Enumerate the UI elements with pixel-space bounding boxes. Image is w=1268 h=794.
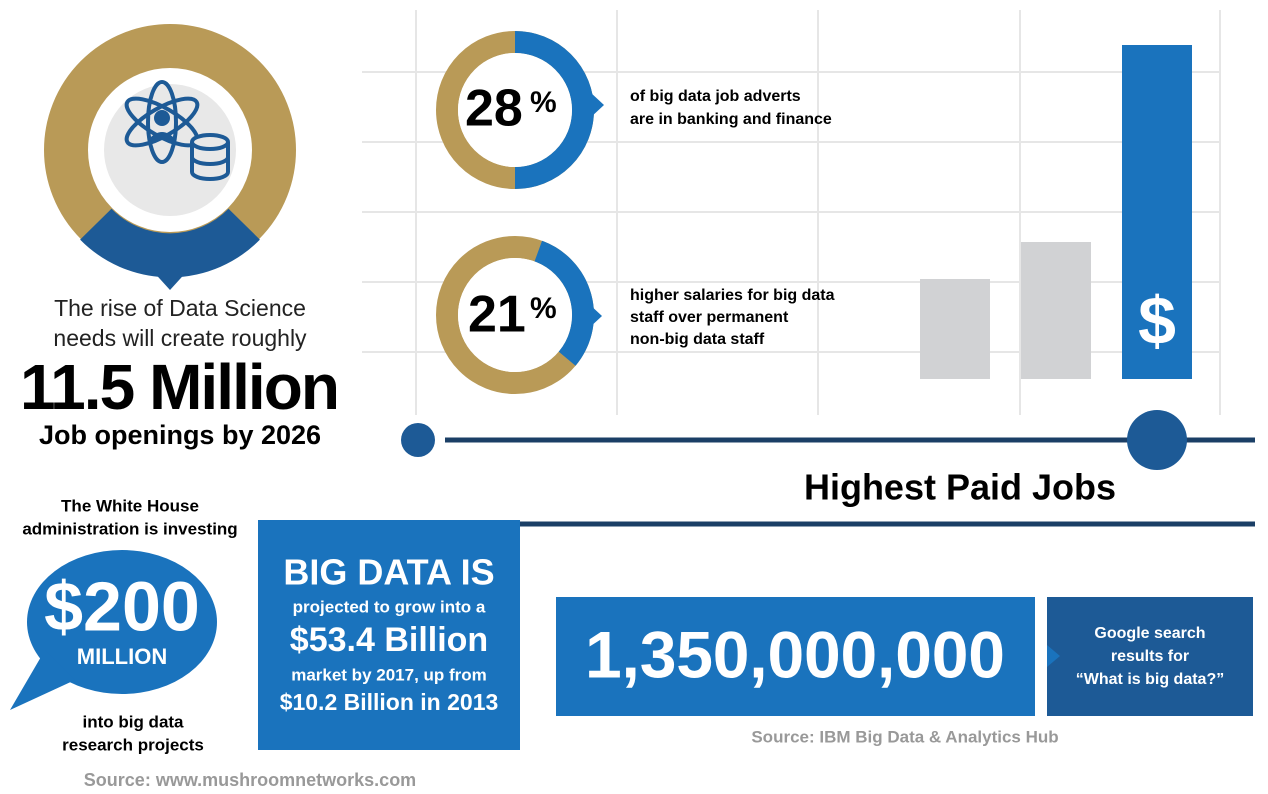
google-box <box>556 597 1035 716</box>
left-line: needs will create roughly <box>53 325 307 351</box>
stat-unit: % <box>530 292 557 325</box>
speech-bubble <box>10 550 217 710</box>
bar-icon: $ <box>1138 283 1176 359</box>
stat-donut <box>436 236 602 394</box>
bigdata-box <box>258 520 520 750</box>
source: Source: www.mushroomnetworks.com <box>84 770 416 790</box>
bd-text: market by 2017, up from <box>291 665 487 684</box>
section-title: Highest Paid Jobs <box>804 467 1116 508</box>
stat-text: staff over permanent <box>630 309 789 326</box>
google-label-box <box>1047 597 1253 716</box>
left-line: The rise of Data Science <box>54 295 306 321</box>
subline: Job openings by 2026 <box>39 420 321 450</box>
stat-text: higher salaries for big data <box>630 287 835 304</box>
stat-donut <box>436 31 604 189</box>
bd-text: projected to grow into a <box>293 597 486 616</box>
dot <box>401 423 435 457</box>
google-text: Google search <box>1094 625 1205 642</box>
stat-text: of big data job adverts <box>630 88 801 105</box>
stat-text: are in banking and finance <box>630 111 832 128</box>
bar <box>1122 45 1192 379</box>
stat-text: non-big data staff <box>630 331 765 348</box>
wh-text: The White House <box>61 496 199 515</box>
bd-text: $10.2 Billion in 2013 <box>280 689 499 715</box>
stat-value: 21 <box>468 286 526 344</box>
stat-value: 28 <box>465 80 523 138</box>
dot <box>1127 410 1187 470</box>
wh-text: administration is investing <box>22 519 237 538</box>
google-text: results for <box>1111 648 1189 665</box>
stat-unit: % <box>530 86 557 119</box>
wh-amount: $200 <box>44 567 200 645</box>
google-text: “What is big data?” <box>1076 671 1224 688</box>
big-donut <box>44 24 296 290</box>
source: Source: IBM Big Data & Analytics Hub <box>751 727 1058 746</box>
bd-amount: $53.4 Billion <box>290 621 488 659</box>
headline: 11.5 Million <box>20 351 340 423</box>
bd-title: BIG DATA IS <box>283 552 494 593</box>
pointer <box>1047 645 1060 667</box>
bar <box>920 279 990 379</box>
google-number: 1,350,000,000 <box>585 617 1005 691</box>
wh-text: research projects <box>62 735 204 754</box>
bar <box>1021 242 1091 379</box>
wh-text: into big data <box>82 712 184 731</box>
wh-unit: MILLION <box>77 644 167 669</box>
